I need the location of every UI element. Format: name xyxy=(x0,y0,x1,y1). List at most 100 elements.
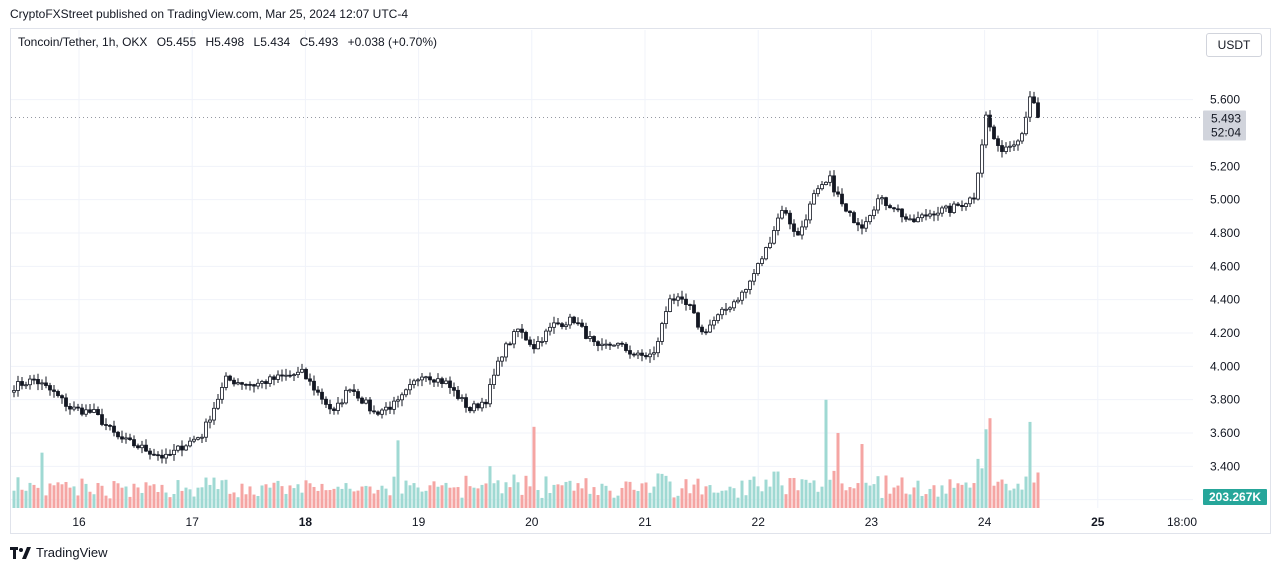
volume-bar xyxy=(536,490,540,508)
candle-body xyxy=(884,197,888,206)
candle-body xyxy=(784,210,788,214)
volume-bar xyxy=(964,482,968,508)
candle-body xyxy=(120,436,124,440)
volume-bar xyxy=(924,494,928,508)
volume-bar xyxy=(968,487,972,508)
candle-body xyxy=(888,205,892,209)
candle-body xyxy=(72,406,76,410)
volume-bar xyxy=(860,444,864,508)
candle-body xyxy=(904,216,908,220)
volume-bar xyxy=(780,485,784,508)
volume-bar xyxy=(904,493,908,508)
candle-body xyxy=(92,409,96,413)
candle-body xyxy=(712,320,716,326)
candle-body xyxy=(276,374,280,380)
volume-bar xyxy=(616,495,620,508)
candle-body xyxy=(868,215,872,223)
volume-bar xyxy=(628,481,632,508)
candle-body xyxy=(220,387,224,400)
candle-body xyxy=(616,342,620,346)
candle-body xyxy=(628,350,632,355)
volume-bar xyxy=(256,495,260,508)
volume-bar xyxy=(396,440,400,508)
candle-body xyxy=(468,407,472,412)
volume-bar xyxy=(1020,489,1024,508)
volume-bar xyxy=(816,491,820,508)
publisher-line: CryptoFXStreet published on TradingView.… xyxy=(10,7,408,21)
volume-bar xyxy=(100,485,104,508)
volume-bar xyxy=(192,496,196,508)
candle-body xyxy=(764,247,768,260)
volume-bar xyxy=(176,480,180,508)
candle-body xyxy=(212,407,216,421)
candle-body xyxy=(920,214,924,219)
candle-body xyxy=(940,207,944,214)
volume-bar xyxy=(272,482,276,508)
volume-bar xyxy=(108,498,112,508)
volume-bar xyxy=(260,485,264,508)
chart-frame xyxy=(10,28,1271,534)
candle-body xyxy=(620,342,624,345)
symbol-label[interactable]: Toncoin/Tether, 1h, OKX xyxy=(18,35,148,49)
volume-bar xyxy=(624,481,628,508)
candle-body xyxy=(272,376,276,380)
volume-bar xyxy=(132,483,136,508)
candle-body xyxy=(140,444,144,449)
volume-bar xyxy=(512,474,516,508)
candle-body xyxy=(332,408,336,411)
x-tick-label: 18:00 xyxy=(1167,515,1197,529)
x-tick-label: 22 xyxy=(752,515,766,529)
candle-body xyxy=(896,208,900,211)
volume-bar xyxy=(196,487,200,508)
volume-bar xyxy=(836,432,840,508)
volume-bar xyxy=(496,480,500,508)
volume-bar xyxy=(724,490,728,508)
candle-body xyxy=(20,381,24,386)
volume-bar xyxy=(520,494,524,508)
candle-body xyxy=(512,331,516,345)
volume-bar xyxy=(24,490,28,508)
volume-bar xyxy=(864,482,868,508)
volume-bar xyxy=(352,491,356,508)
volume-bar xyxy=(92,494,96,508)
volume-bar xyxy=(676,495,680,508)
volume-bar xyxy=(608,490,612,508)
volume-bar xyxy=(612,497,616,508)
candle-body xyxy=(844,203,848,212)
volume-bar xyxy=(408,485,412,508)
currency-button[interactable]: USDT xyxy=(1206,33,1262,57)
candle-body xyxy=(372,410,376,413)
volume-bar xyxy=(852,488,856,508)
volume-bar xyxy=(956,483,960,508)
candle-body xyxy=(264,381,268,384)
volume-bar xyxy=(812,480,816,508)
volume-bar xyxy=(704,486,708,508)
candle-body xyxy=(376,411,380,415)
volume-bar xyxy=(80,478,84,508)
candle-body xyxy=(720,308,724,316)
candle-body xyxy=(1028,96,1032,118)
open-value: O5.455 xyxy=(156,35,197,49)
candle-body xyxy=(856,222,860,226)
volume-bar xyxy=(668,481,672,508)
volume-bar xyxy=(308,483,312,508)
candle-body xyxy=(244,383,248,386)
volume-bar xyxy=(356,490,360,508)
y-tick-label: 5.600 xyxy=(1210,93,1240,107)
candle-body xyxy=(492,374,496,385)
candle-body xyxy=(256,382,260,387)
volume-bar xyxy=(120,487,124,508)
volume-bar xyxy=(224,479,228,508)
candle-body xyxy=(696,312,700,328)
volume-bar xyxy=(532,426,536,508)
volume-bar xyxy=(928,488,932,508)
candle-body xyxy=(816,188,820,195)
volume-bar xyxy=(280,486,284,508)
candle-body xyxy=(572,316,576,324)
volume-bar xyxy=(124,486,128,508)
candle-body xyxy=(612,344,616,347)
volume-bar xyxy=(372,493,376,508)
x-tick-label: 24 xyxy=(978,515,992,529)
tradingview-logo[interactable]: TradingView xyxy=(10,545,108,560)
